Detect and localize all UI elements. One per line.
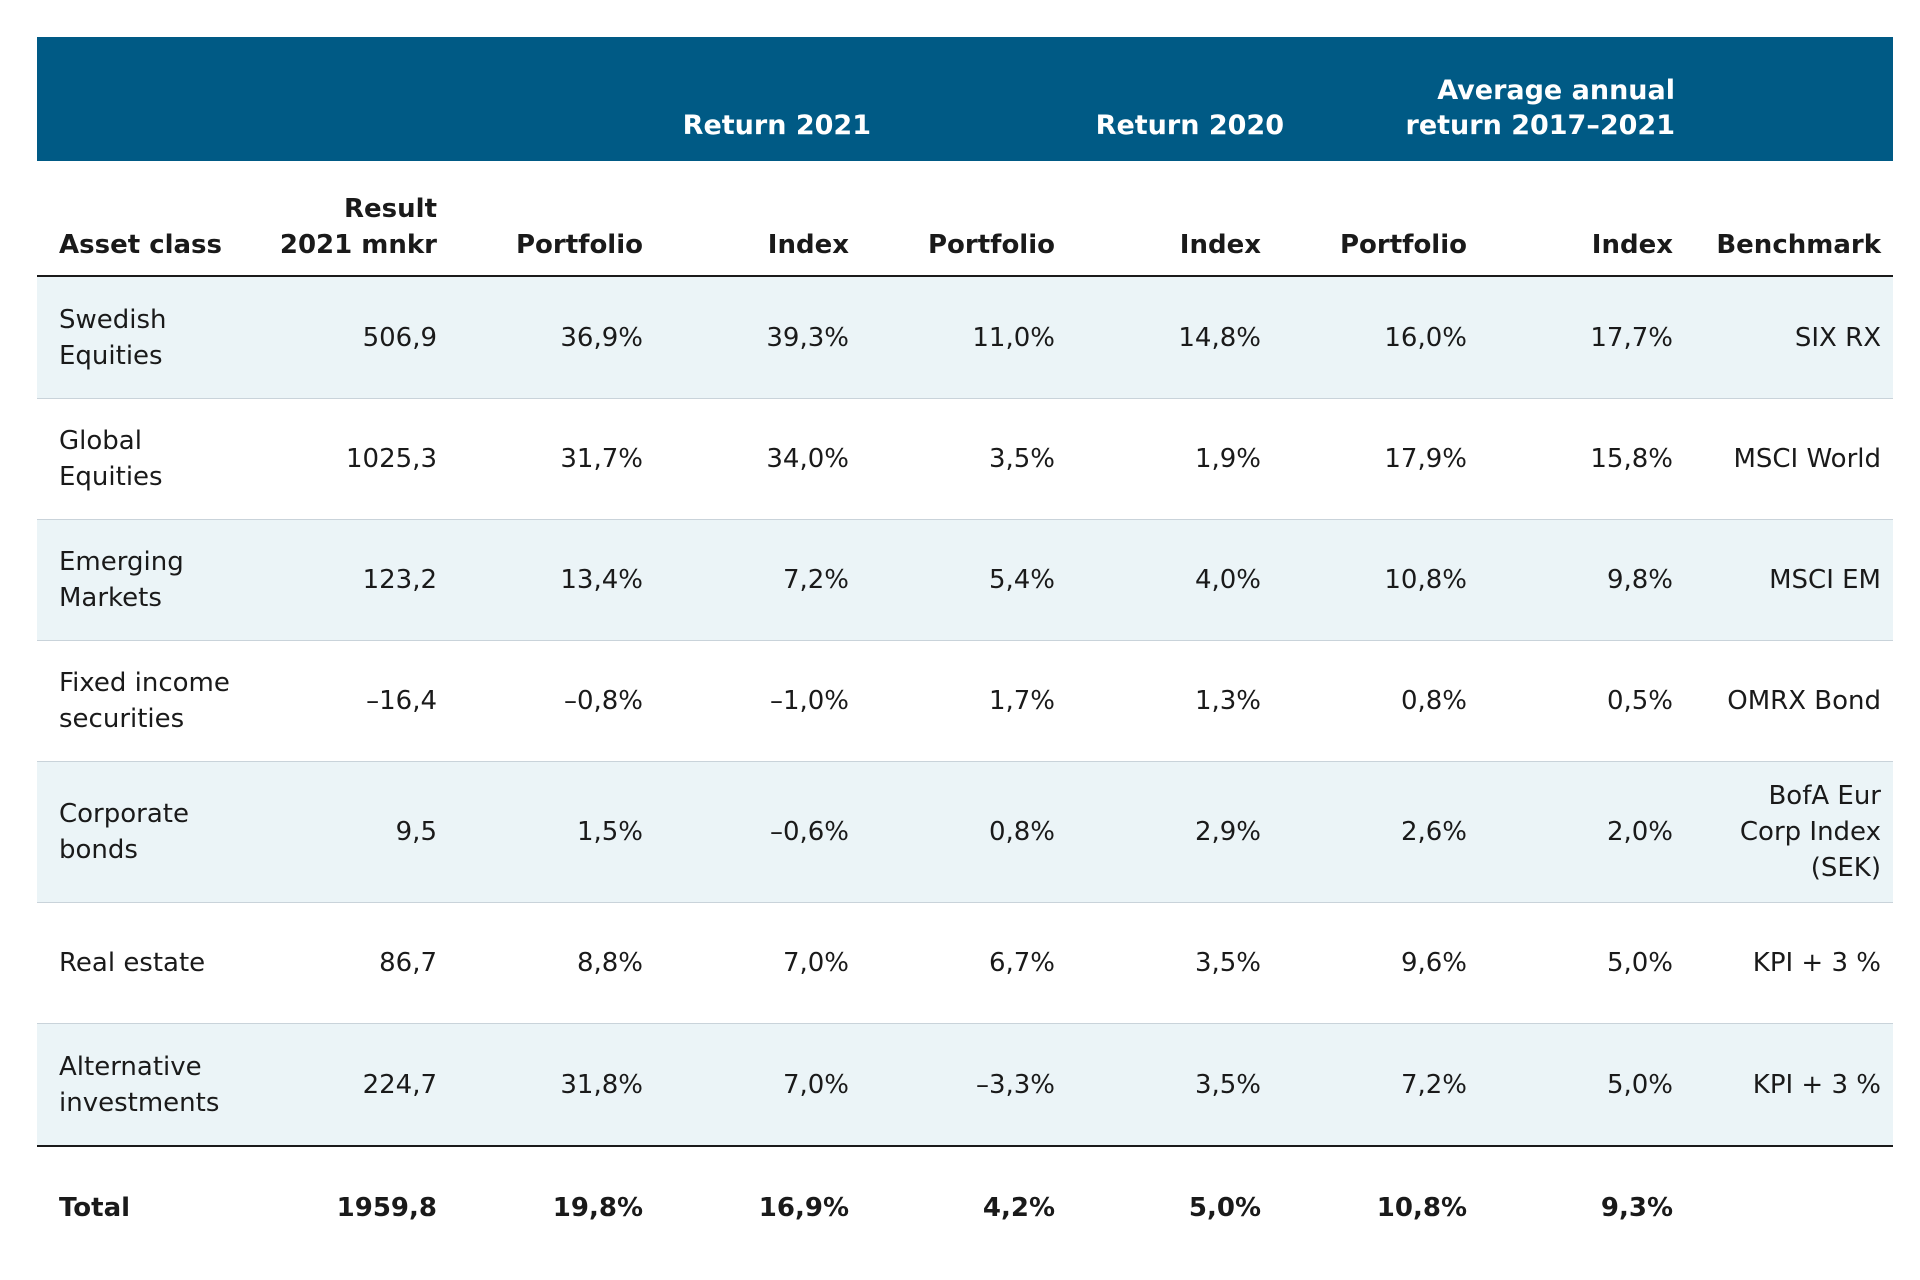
total-result: 1959,8 <box>336 1193 437 1223</box>
value-cell: 6,7% <box>988 948 1055 978</box>
col-asset-class: Asset class <box>59 230 223 260</box>
table-row: Fixed income securities –16,4 –0,8% –1,0… <box>37 641 1893 762</box>
total-value: 19,8% <box>552 1193 643 1223</box>
benchmark-cell: SIX RX <box>1794 322 1881 353</box>
benchmark-cell: KPI + 3 % <box>1752 1069 1881 1100</box>
asset-class-cell: Fixed income securities <box>59 668 230 734</box>
value-cell: –0,8% <box>563 686 643 716</box>
value-cell: 13,4% <box>560 565 643 595</box>
benchmark-cell: BofA Eur Corp Index (SEK) <box>1739 781 1881 883</box>
asset-class-cell: Alternative investments <box>59 1051 220 1118</box>
value-cell: 7,0% <box>782 1069 849 1100</box>
result-cell: 9,5 <box>395 817 437 847</box>
asset-class-cell: Swedish Equities <box>59 304 167 371</box>
value-cell: 0,8% <box>988 817 1055 847</box>
value-cell: 1,5% <box>576 817 643 847</box>
value-cell: 4,0% <box>1194 565 1261 595</box>
value-cell: 3,5% <box>988 444 1055 474</box>
value-cell: 7,2% <box>782 565 849 595</box>
value-cell: 9,6% <box>1400 948 1467 978</box>
table-row: Corporate bonds 9,5 1,5% –0,6% 0,8% 2,9%… <box>37 762 1893 903</box>
column-header-row: Asset class Result 2021 mnkr Portfolio I… <box>37 161 1893 277</box>
value-cell: 15,8% <box>1590 444 1673 474</box>
value-cell: 1,9% <box>1194 444 1261 474</box>
col-portfolio-2021: Portfolio <box>515 230 643 260</box>
value-cell: 31,8% <box>560 1069 643 1100</box>
value-cell: 16,0% <box>1384 322 1467 353</box>
value-cell: 10,8% <box>1384 565 1467 595</box>
value-cell: 39,3% <box>766 322 849 353</box>
total-value: 10,8% <box>1376 1193 1467 1223</box>
value-cell: 14,8% <box>1178 322 1261 353</box>
value-cell: 3,5% <box>1194 948 1261 978</box>
total-value: 16,9% <box>758 1193 849 1223</box>
asset-class-cell: Real estate <box>59 948 206 978</box>
value-cell: –1,0% <box>769 686 849 716</box>
asset-class-cell: Emerging Markets <box>59 547 184 613</box>
total-value: 4,2% <box>982 1193 1055 1223</box>
returns-table: Return 2021 Return 2020 Average annual r… <box>37 37 1893 1269</box>
value-cell: 17,7% <box>1590 322 1673 353</box>
header-banner: Return 2021 Return 2020 Average annual r… <box>37 37 1893 161</box>
value-cell: 2,0% <box>1606 817 1673 847</box>
asset-class-cell: Corporate bonds <box>59 799 189 865</box>
benchmark-cell: OMRX Bond <box>1727 686 1881 716</box>
result-cell: 86,7 <box>379 948 437 978</box>
value-cell: 31,7% <box>560 444 643 474</box>
col-index-2020: Index <box>1179 230 1261 260</box>
col-benchmark: Benchmark <box>1716 230 1881 260</box>
total-value: 9,3% <box>1600 1193 1673 1223</box>
total-row: Total 1959,8 19,8% 16,9% 4,2% 5,0% 10,8%… <box>37 1147 1893 1269</box>
value-cell: –3,3% <box>975 1069 1055 1100</box>
table-row: Alternative investments 224,7 31,8% 7,0%… <box>37 1024 1893 1147</box>
col-result: Result 2021 mnkr <box>279 194 437 260</box>
value-cell: 34,0% <box>766 444 849 474</box>
table-row: Real estate 86,7 8,8% 7,0% 6,7% 3,5% 9,6… <box>37 903 1893 1024</box>
col-portfolio-2020: Portfolio <box>927 230 1055 260</box>
value-cell: 0,8% <box>1400 686 1467 716</box>
value-cell: 7,2% <box>1400 1069 1467 1100</box>
value-cell: 9,8% <box>1606 565 1673 595</box>
value-cell: 2,9% <box>1194 817 1261 847</box>
result-cell: 224,7 <box>362 1069 437 1100</box>
result-cell: –16,4 <box>366 686 437 716</box>
benchmark-cell: MSCI EM <box>1769 565 1881 595</box>
group-return-2021: Return 2021 <box>682 110 871 141</box>
value-cell: 2,6% <box>1400 817 1467 847</box>
total-value: 5,0% <box>1188 1193 1261 1223</box>
value-cell: 11,0% <box>972 322 1055 353</box>
group-return-2020: Return 2020 <box>1095 110 1284 141</box>
value-cell: 5,4% <box>988 565 1055 595</box>
value-cell: 36,9% <box>560 322 643 353</box>
col-index-2021: Index <box>767 230 849 260</box>
result-cell: 506,9 <box>362 322 437 353</box>
col-index-avg: Index <box>1591 230 1673 260</box>
total-label: Total <box>59 1193 131 1223</box>
col-portfolio-avg: Portfolio <box>1339 230 1467 260</box>
value-cell: 1,7% <box>988 686 1055 716</box>
table-row: Global Equities 1025,3 31,7% 34,0% 3,5% … <box>37 399 1893 520</box>
table-row: Swedish Equities 506,9 36,9% 39,3% 11,0%… <box>37 277 1893 399</box>
value-cell: 8,8% <box>576 948 643 978</box>
group-average-annual-return: Average annual return 2017–2021 <box>1405 75 1676 141</box>
benchmark-cell: MSCI World <box>1733 444 1881 474</box>
table-row: Emerging Markets 123,2 13,4% 7,2% 5,4% 4… <box>37 520 1893 641</box>
value-cell: 0,5% <box>1606 686 1673 716</box>
value-cell: 1,3% <box>1194 686 1261 716</box>
result-cell: 1025,3 <box>346 444 437 474</box>
asset-class-cell: Global Equities <box>59 426 163 492</box>
value-cell: –0,6% <box>769 817 849 847</box>
result-cell: 123,2 <box>362 565 437 595</box>
value-cell: 5,0% <box>1606 948 1673 978</box>
value-cell: 3,5% <box>1194 1069 1261 1100</box>
value-cell: 5,0% <box>1606 1069 1673 1100</box>
benchmark-cell: KPI + 3 % <box>1752 948 1881 978</box>
value-cell: 17,9% <box>1384 444 1467 474</box>
value-cell: 7,0% <box>782 948 849 978</box>
